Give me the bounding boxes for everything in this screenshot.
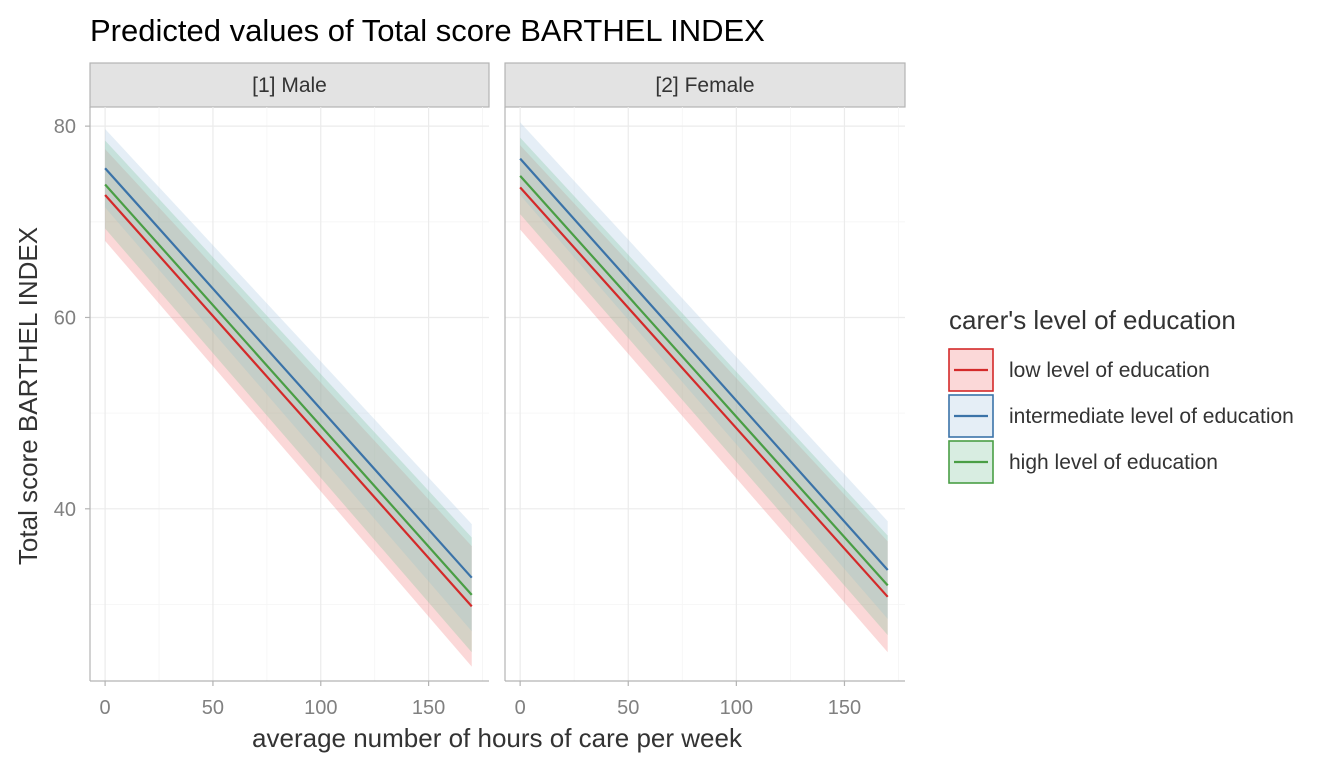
x-tick-label: 0: [515, 697, 526, 719]
y-axis-title: Total score BARTHEL INDEX: [13, 227, 43, 565]
legend-label: low level of education: [1009, 359, 1210, 382]
legend-items: low level of education intermediate level…: [948, 348, 1294, 484]
chart-title: Predicted values of Total score BARTHEL …: [90, 13, 765, 48]
legend-item: high level of education: [948, 440, 1218, 484]
panel-strip-box: [89, 62, 490, 108]
series-line: [104, 183, 473, 596]
y-tick-label: 80: [54, 116, 76, 138]
panel-strip-label: [1] Male: [252, 74, 327, 97]
x-tick-label: 150: [412, 697, 445, 719]
series-line: [519, 157, 889, 571]
confidence-band: [105, 129, 472, 632]
x-tick-label: 100: [304, 697, 337, 719]
legend-label: high level of education: [1009, 451, 1218, 474]
panel-1: [1] Male 0 50 100 150 40 60 80: [54, 62, 490, 719]
legend-item: low level of education: [948, 348, 1210, 392]
panel-strip-box: [504, 62, 906, 108]
x-tick-label: 100: [720, 697, 753, 719]
series-line: [519, 175, 889, 587]
panel-2: [2] Female 0 50 100 150: [504, 62, 906, 719]
legend-title: carer's level of education: [949, 305, 1236, 335]
legend-item: intermediate level of education: [948, 394, 1294, 438]
series-line: [104, 194, 473, 608]
x-tick-label: 0: [100, 697, 111, 719]
confidence-band: [105, 149, 472, 667]
legend-label: intermediate level of education: [1009, 405, 1294, 428]
panels-layer: [1] Male 0 50 100 150 40 60 80 [2] Female 0 50 100 1…: [54, 62, 906, 719]
x-axis-title: average number of hours of care per week: [252, 723, 743, 753]
y-tick-label: 60: [54, 307, 76, 329]
x-tick-label: 50: [617, 697, 639, 719]
confidence-band: [105, 140, 472, 653]
confidence-band: [520, 145, 888, 653]
panel-strip-label: [2] Female: [655, 74, 754, 97]
y-tick-label: 40: [54, 499, 76, 521]
series-line: [519, 186, 889, 598]
legend: carer's level of education low level of …: [948, 305, 1294, 484]
x-tick-label: 150: [828, 697, 861, 719]
series-line: [104, 167, 473, 579]
confidence-band: [520, 137, 888, 636]
x-tick-label: 50: [202, 697, 224, 719]
